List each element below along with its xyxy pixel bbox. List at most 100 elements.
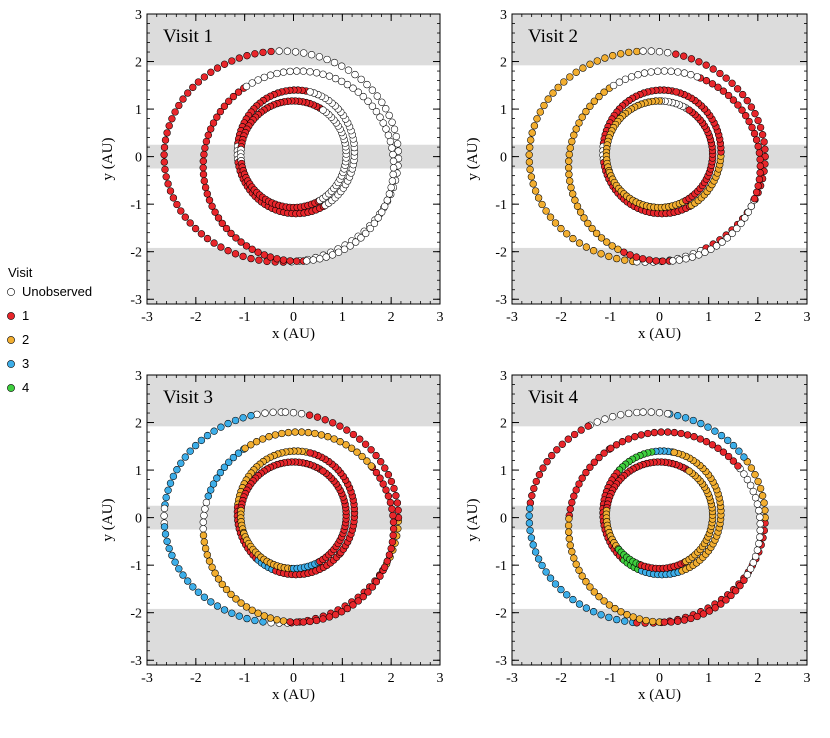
- marker-outer-visit-3: [534, 555, 543, 563]
- marker-outer-visit-0: [373, 92, 381, 100]
- marker-second-visit-2: [588, 224, 596, 233]
- marker-outer-visit-3: [538, 561, 546, 570]
- panel-title: Visit 1: [163, 26, 213, 47]
- marker-outer-visit-3: [186, 447, 194, 455]
- marker-second-visit-1: [279, 256, 288, 264]
- x-tick-label: 1: [705, 671, 712, 686]
- marker-outer-visit-2: [609, 52, 617, 60]
- marker-second-visit-0: [718, 238, 726, 246]
- marker-outer-visit-2: [633, 47, 641, 56]
- x-tick-label: 2: [388, 671, 395, 686]
- marker-second-visit-1: [242, 242, 251, 250]
- marker-outer-visit-1: [336, 422, 344, 430]
- marker-outer-visit-0: [300, 49, 308, 57]
- marker-outer-visit-3: [529, 541, 537, 549]
- marker-second-visit-1: [690, 433, 698, 441]
- marker-second-visit-3: [207, 486, 215, 494]
- marker-second-visit-2: [586, 583, 594, 591]
- marker-outer-visit-2: [542, 207, 550, 215]
- marker-second-visit-0: [352, 238, 360, 246]
- marker-second-visit-0: [279, 68, 288, 76]
- marker-outer-visit-3: [704, 423, 712, 431]
- marker-outer-visit-0: [382, 105, 390, 113]
- marker-second-visit-2: [311, 429, 319, 438]
- marker-second-visit-2: [566, 177, 574, 185]
- marker-second-visit-1: [372, 578, 381, 586]
- marker-outer-visit-0: [261, 409, 269, 417]
- x-tick-label: -3: [506, 671, 518, 686]
- marker-outer-visit-1: [564, 435, 572, 443]
- marker-second-visit-2: [584, 219, 592, 228]
- marker-outer-visit-0: [297, 410, 306, 418]
- panel-4: -3 -2 -1 0 1 2 3 -3 -2 -1 0 1 2 3 x (AU) y (AU) Visit 4: [465, 369, 811, 703]
- shaded-band: [512, 505, 807, 530]
- marker-outer-visit-1: [343, 426, 351, 434]
- marker-second-visit-2: [284, 428, 293, 437]
- marker-second-visit-0: [728, 229, 736, 238]
- marker-second-visit-0: [621, 75, 630, 83]
- marker-outer-visit-0: [378, 98, 386, 106]
- marker-second-visit-1: [237, 238, 245, 246]
- marker-outer-visit-2: [575, 239, 584, 247]
- marker-second-visit-0: [387, 183, 395, 192]
- marker-outer-visit-0: [357, 75, 365, 84]
- marker-third-visit-1: [672, 88, 680, 96]
- marker-outer-visit-1: [162, 173, 170, 181]
- marker-outer-visit-3: [674, 412, 682, 420]
- marker-second-visit-0: [751, 552, 760, 561]
- marker-second-visit-1: [337, 608, 346, 616]
- marker-second-visit-0: [248, 79, 256, 87]
- marker-second-visit-0: [749, 487, 757, 496]
- marker-outer-visit-1: [160, 143, 169, 152]
- marker-outer-visit-2: [560, 78, 568, 86]
- marker-outer-visit-3: [160, 523, 169, 531]
- marker-second-visit-1: [740, 576, 748, 584]
- marker-second-visit-0: [293, 67, 301, 75]
- x-axis-label: x (AU): [638, 326, 681, 342]
- marker-outer-visit-1: [235, 54, 243, 62]
- x-tick-label: -1: [604, 310, 616, 325]
- marker-outer-visit-1: [231, 250, 240, 258]
- marker-outer-visit-2: [531, 187, 540, 195]
- marker-outer-visit-1: [217, 243, 225, 251]
- marker-second-visit-0: [660, 67, 669, 75]
- x-tick-label: 0: [656, 671, 663, 686]
- marker-outer-visit-3: [179, 571, 187, 579]
- marker-outer-visit-3: [563, 591, 571, 599]
- marker-second-visit-0: [306, 68, 314, 76]
- legend-label-1: 1: [22, 308, 29, 323]
- marker-second-visit-2: [568, 137, 576, 146]
- marker-second-visit-1: [637, 431, 645, 439]
- orbit-markers: [525, 408, 769, 627]
- x-tick-label: 1: [705, 310, 712, 325]
- marker-second-visit-2: [565, 170, 573, 179]
- x-tick-label: 3: [804, 310, 811, 325]
- marker-second-visit-2: [248, 606, 256, 614]
- marker-outer-visit-0: [593, 418, 601, 426]
- marker-outer-visit-1: [539, 464, 547, 472]
- marker-outer-visit-1: [186, 219, 194, 227]
- marker-second-visit-3: [229, 453, 238, 462]
- marker-second-visit-1: [211, 208, 219, 216]
- x-tick-label: 2: [754, 671, 761, 686]
- marker-outer-visit-0: [625, 409, 633, 418]
- marker-second-visit-0: [746, 481, 755, 490]
- marker-outer-visit-2: [554, 83, 562, 92]
- marker-second-visit-2: [576, 208, 585, 216]
- marker-second-visit-1: [590, 458, 598, 466]
- marker-second-visit-1: [200, 177, 208, 185]
- marker-outer-visit-1: [535, 471, 544, 479]
- marker-second-visit-1: [660, 618, 669, 626]
- marker-second-visit-0: [634, 71, 642, 79]
- marker-outer-visit-0: [269, 408, 277, 416]
- marker-second-visit-1: [208, 202, 216, 210]
- marker-outer-visit-2: [566, 73, 574, 81]
- marker-third-visit-2: [670, 448, 678, 457]
- marker-second-visit-0: [712, 242, 721, 250]
- marker-second-visit-1: [693, 612, 701, 621]
- marker-second-visit-0: [749, 559, 757, 567]
- marker-second-visit-2: [259, 435, 267, 443]
- marker-second-visit-0: [384, 131, 393, 139]
- marker-second-visit-1: [736, 582, 744, 590]
- marker-second-visit-2: [208, 563, 216, 571]
